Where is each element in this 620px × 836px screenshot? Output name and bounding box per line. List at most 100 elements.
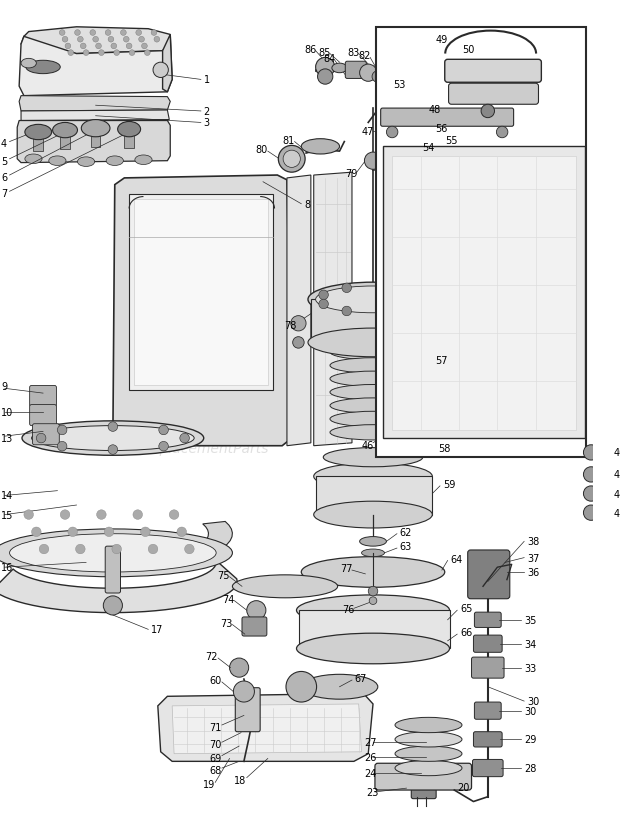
Polygon shape	[411, 61, 474, 78]
Text: 56: 56	[435, 124, 448, 134]
Text: 15: 15	[1, 510, 14, 520]
Text: 30: 30	[524, 706, 536, 716]
Text: 45: 45	[613, 508, 620, 518]
Circle shape	[32, 528, 41, 537]
Circle shape	[123, 38, 129, 43]
Ellipse shape	[106, 156, 123, 166]
Text: 86: 86	[304, 45, 316, 54]
Text: 20: 20	[457, 782, 469, 793]
Circle shape	[139, 38, 144, 43]
FancyBboxPatch shape	[474, 613, 501, 628]
Circle shape	[154, 38, 160, 43]
Text: 30: 30	[527, 696, 539, 706]
Text: 9: 9	[1, 382, 7, 392]
Polygon shape	[158, 694, 373, 762]
Text: 46: 46	[361, 441, 374, 451]
Text: 79: 79	[345, 169, 358, 179]
Text: 54: 54	[422, 143, 434, 153]
Circle shape	[177, 528, 187, 537]
Text: 72: 72	[206, 651, 218, 661]
Ellipse shape	[301, 675, 378, 700]
Polygon shape	[129, 195, 273, 390]
Ellipse shape	[53, 123, 78, 139]
Circle shape	[68, 528, 78, 537]
Circle shape	[62, 38, 68, 43]
Circle shape	[108, 422, 118, 432]
Text: 58: 58	[438, 443, 451, 453]
Text: 5: 5	[1, 156, 7, 166]
Text: 24: 24	[365, 768, 377, 777]
FancyBboxPatch shape	[449, 84, 539, 105]
Circle shape	[39, 544, 49, 554]
Ellipse shape	[308, 283, 438, 317]
Text: 62: 62	[400, 528, 412, 538]
Circle shape	[278, 146, 305, 173]
Ellipse shape	[22, 421, 204, 456]
Circle shape	[141, 44, 148, 49]
FancyBboxPatch shape	[445, 60, 541, 83]
Text: 16: 16	[1, 563, 13, 573]
Circle shape	[68, 51, 74, 56]
Text: 38: 38	[527, 537, 539, 547]
Text: 23: 23	[366, 787, 379, 797]
Circle shape	[83, 51, 89, 56]
Text: 65: 65	[460, 604, 472, 614]
Circle shape	[78, 38, 83, 43]
Circle shape	[583, 446, 599, 461]
Ellipse shape	[25, 125, 51, 140]
FancyBboxPatch shape	[474, 702, 501, 720]
Ellipse shape	[232, 575, 338, 598]
Circle shape	[97, 510, 106, 520]
Text: 68: 68	[210, 765, 222, 775]
Circle shape	[153, 63, 169, 79]
Circle shape	[112, 544, 122, 554]
Text: 3: 3	[204, 118, 210, 128]
Circle shape	[60, 510, 70, 520]
Circle shape	[368, 587, 378, 596]
Circle shape	[148, 544, 158, 554]
Text: 80: 80	[255, 145, 268, 155]
Text: 69: 69	[210, 752, 222, 762]
Circle shape	[111, 44, 117, 49]
Text: 75: 75	[217, 570, 229, 580]
Text: 57: 57	[435, 355, 448, 365]
Text: 59: 59	[443, 479, 455, 489]
Ellipse shape	[118, 122, 141, 138]
Text: 66: 66	[460, 628, 472, 638]
Bar	[376, 28, 587, 457]
Circle shape	[386, 127, 398, 139]
FancyBboxPatch shape	[411, 782, 436, 798]
Ellipse shape	[330, 412, 416, 427]
Text: 34: 34	[524, 639, 536, 649]
Text: 10: 10	[1, 408, 13, 418]
Circle shape	[95, 44, 102, 49]
Ellipse shape	[81, 120, 110, 138]
Circle shape	[394, 307, 404, 316]
Circle shape	[229, 658, 249, 677]
Circle shape	[81, 44, 86, 49]
Ellipse shape	[360, 537, 386, 547]
Text: 55: 55	[445, 135, 458, 145]
Ellipse shape	[395, 717, 462, 733]
Text: 33: 33	[524, 663, 536, 673]
Circle shape	[90, 31, 95, 36]
Polygon shape	[172, 704, 361, 754]
Circle shape	[133, 510, 143, 520]
Text: 50: 50	[462, 45, 474, 54]
Circle shape	[126, 44, 132, 49]
Text: 64: 64	[451, 554, 463, 564]
Text: 78: 78	[284, 321, 296, 331]
Text: 71: 71	[210, 722, 222, 732]
Polygon shape	[1, 522, 232, 570]
Polygon shape	[19, 35, 172, 96]
Circle shape	[583, 506, 599, 521]
Text: 1: 1	[204, 75, 210, 85]
Text: 47: 47	[361, 127, 374, 137]
Circle shape	[60, 31, 65, 36]
Circle shape	[114, 51, 120, 56]
Ellipse shape	[314, 463, 432, 490]
FancyBboxPatch shape	[30, 405, 56, 426]
Circle shape	[317, 69, 333, 85]
Text: 6: 6	[1, 173, 7, 183]
FancyBboxPatch shape	[472, 760, 503, 777]
